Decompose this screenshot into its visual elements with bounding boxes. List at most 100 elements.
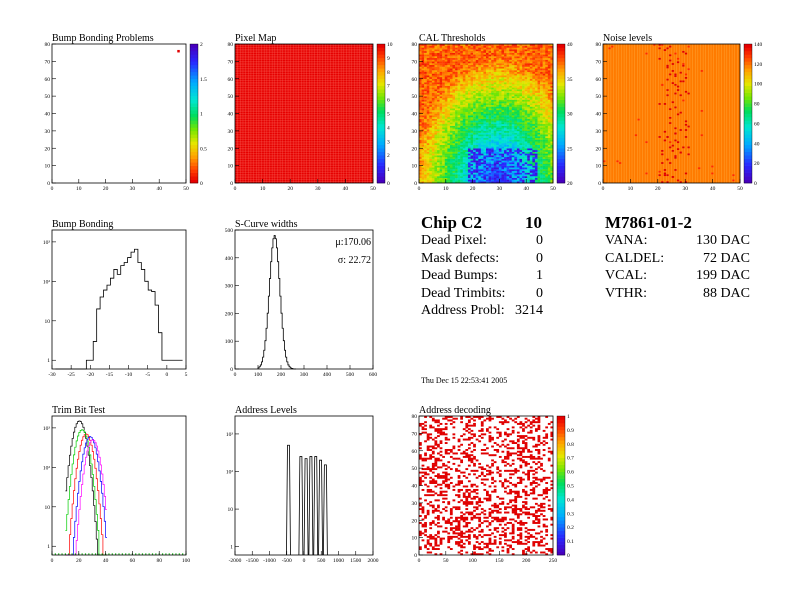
x-tick-label: 40 [103, 558, 109, 564]
heatmap-cell [426, 163, 430, 166]
heatmap-cell [473, 101, 476, 104]
histogram-line [55, 248, 183, 370]
heatmap-cell [457, 120, 461, 123]
heatmap-cell [496, 101, 500, 104]
heatmap-cell [462, 71, 466, 74]
x-tick-label: -10 [125, 372, 133, 378]
heatmap-cell [475, 90, 479, 93]
heatmap-cell [527, 68, 531, 71]
heatmap-cell [511, 106, 515, 109]
heatmap-cell [442, 181, 445, 184]
heatmap-cell [462, 103, 466, 106]
heatmap-cell [465, 153, 469, 156]
heatmap-cell [455, 71, 458, 74]
heatmap-cell [486, 122, 489, 125]
heatmap-cell [444, 155, 448, 158]
heatmap-cell [547, 179, 551, 182]
heatmap-cell [529, 45, 533, 48]
heatmap-cell [506, 47, 510, 50]
heatmap-cell [529, 59, 533, 62]
heatmap-cell [442, 63, 445, 66]
heatmap-cell [550, 118, 554, 121]
heatmap-cell [506, 50, 510, 53]
heatmap-cell [465, 179, 469, 182]
heatmap-cell [442, 146, 445, 149]
heatmap-cell [542, 47, 546, 50]
y-tick-label: 10 [596, 164, 602, 170]
heatmap-cell [421, 106, 425, 109]
heatmap-cell [522, 54, 525, 57]
heatmap-cell [488, 163, 492, 166]
heatmap-cell [447, 103, 451, 106]
heatmap-cell [431, 176, 435, 178]
heatmap-cell [470, 151, 474, 154]
heatmap-cell [465, 61, 469, 64]
heatmap-cell [527, 125, 531, 128]
heatmap-cell [431, 155, 435, 158]
heatmap-cell [514, 75, 518, 78]
heatmap-cell [488, 177, 492, 180]
heatmap-cell [547, 85, 551, 88]
heatmap-cell [444, 101, 448, 104]
heatmap-cell [478, 153, 482, 156]
heatmap-cell [534, 181, 538, 184]
heatmap-cell [429, 97, 433, 100]
heatmap-cell [480, 129, 484, 132]
heatmap-cell [457, 52, 461, 55]
heatmap-cell [442, 56, 445, 59]
heatmap-cell [447, 118, 451, 121]
heatmap-cell [475, 136, 479, 139]
heatmap-cell [522, 87, 525, 90]
heatmap-cell [442, 61, 445, 64]
heatmap-cell [478, 57, 482, 60]
heatmap-cell [478, 134, 482, 137]
heatmap-cell [514, 101, 518, 104]
heatmap-cell [542, 127, 546, 130]
heatmap-cell [511, 176, 515, 178]
heatmap-cell [488, 73, 492, 76]
heatmap-cell [483, 104, 487, 107]
heatmap-cell [457, 146, 461, 149]
heatmap-cell [488, 108, 492, 111]
heatmap-cell [434, 87, 438, 90]
heatmap-cell [547, 120, 551, 123]
heatmap-cell [524, 144, 528, 147]
hot-pixel [684, 181, 688, 183]
heatmap-cell [527, 176, 531, 178]
heatmap-cell [501, 52, 505, 55]
heatmap-cell [442, 115, 445, 118]
heatmap-cell [434, 158, 438, 161]
heatmap-cell [424, 177, 427, 180]
heatmap-cell [478, 132, 482, 135]
heatmap-cell [470, 115, 474, 118]
heatmap-cell [457, 116, 461, 119]
heatmap-cell [462, 148, 466, 151]
heatmap-cell [452, 99, 456, 102]
heatmap-cell [534, 123, 538, 126]
heatmap-cell [475, 83, 479, 86]
heatmap-cell [467, 167, 471, 170]
hot-pixel [671, 82, 675, 84]
heatmap-cell [486, 158, 489, 161]
heatmap-cell [534, 94, 538, 97]
heatmap-cell [498, 153, 502, 156]
heatmap-cell [491, 101, 494, 104]
heatmap-cell [532, 177, 536, 180]
heatmap-cell [480, 153, 484, 156]
heatmap-cell [442, 129, 445, 132]
heatmap-cell [449, 170, 453, 173]
heatmap-cell [545, 116, 549, 119]
zero-marker [125, 553, 127, 555]
heatmap-cell [532, 63, 536, 66]
heatmap-cell [545, 97, 549, 100]
heatmap-cell [470, 179, 474, 182]
heatmap-cell [480, 156, 484, 159]
heatmap-cell [431, 108, 435, 111]
heatmap-cell [522, 136, 525, 139]
heatmap-cell [498, 66, 502, 69]
heatmap-cell [457, 148, 461, 151]
heatmap-cell [542, 125, 546, 128]
heatmap-cell [547, 155, 551, 158]
heatmap-cell [534, 64, 538, 67]
